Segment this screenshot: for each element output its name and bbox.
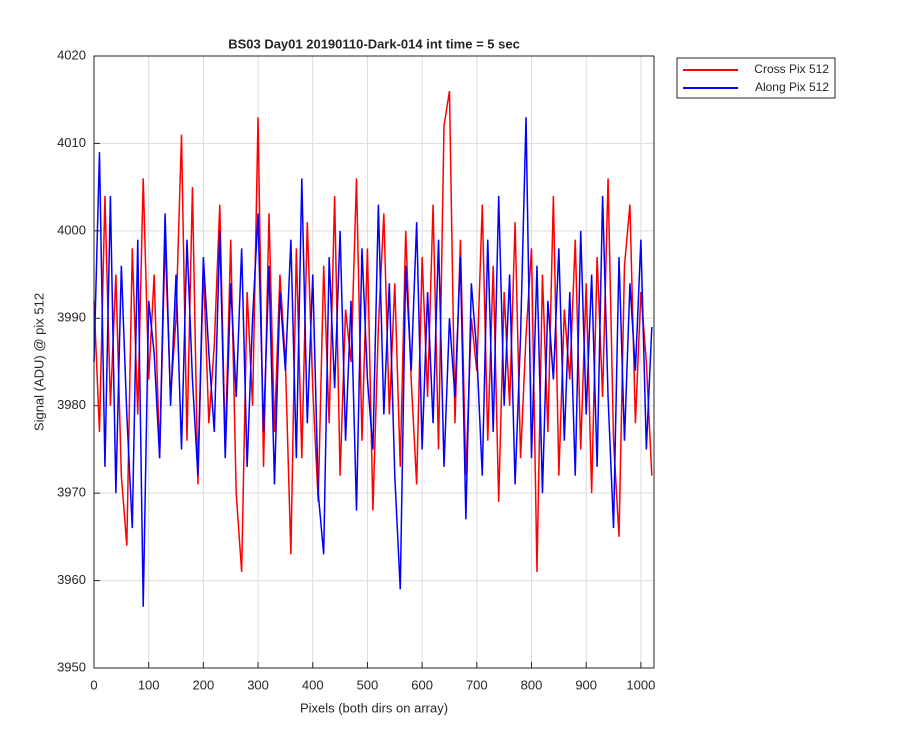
x-tick-label: 0 xyxy=(90,677,97,692)
y-tick-label: 3950 xyxy=(57,659,86,674)
x-axis-label: Pixels (both dirs on array) xyxy=(300,700,448,715)
x-tick-label: 300 xyxy=(247,677,269,692)
legend-box xyxy=(676,57,836,99)
x-tick-label: 900 xyxy=(575,677,597,692)
legend-label: Cross Pix 512 xyxy=(754,62,829,76)
axes-box xyxy=(93,55,655,669)
data-line xyxy=(93,117,653,607)
legend-label: Along Pix 512 xyxy=(755,80,829,94)
x-tick-label: 600 xyxy=(411,677,433,692)
y-tick-label: 4020 xyxy=(57,47,86,62)
y-tick-label: 3970 xyxy=(57,485,86,500)
y-axis-label: Signal (ADU) @ pix 512 xyxy=(31,293,46,431)
plot-area xyxy=(94,56,654,668)
y-tick-label: 3960 xyxy=(57,572,86,587)
x-tick-label: 100 xyxy=(138,677,160,692)
y-tick-label: 3980 xyxy=(57,397,86,412)
x-tick-label: 400 xyxy=(302,677,324,692)
chart-title: BS03 Day01 20190110-Dark-014 int time = … xyxy=(228,36,520,51)
x-tick-label: 1000 xyxy=(626,677,655,692)
x-tick-label: 800 xyxy=(521,677,543,692)
y-tick-label: 4010 xyxy=(57,135,86,150)
y-tick-label: 4000 xyxy=(57,222,86,237)
x-tick-label: 200 xyxy=(193,677,215,692)
x-tick-label: 700 xyxy=(466,677,488,692)
x-tick-label: 500 xyxy=(357,677,379,692)
data-line xyxy=(93,90,653,572)
y-tick-label: 3990 xyxy=(57,310,86,325)
